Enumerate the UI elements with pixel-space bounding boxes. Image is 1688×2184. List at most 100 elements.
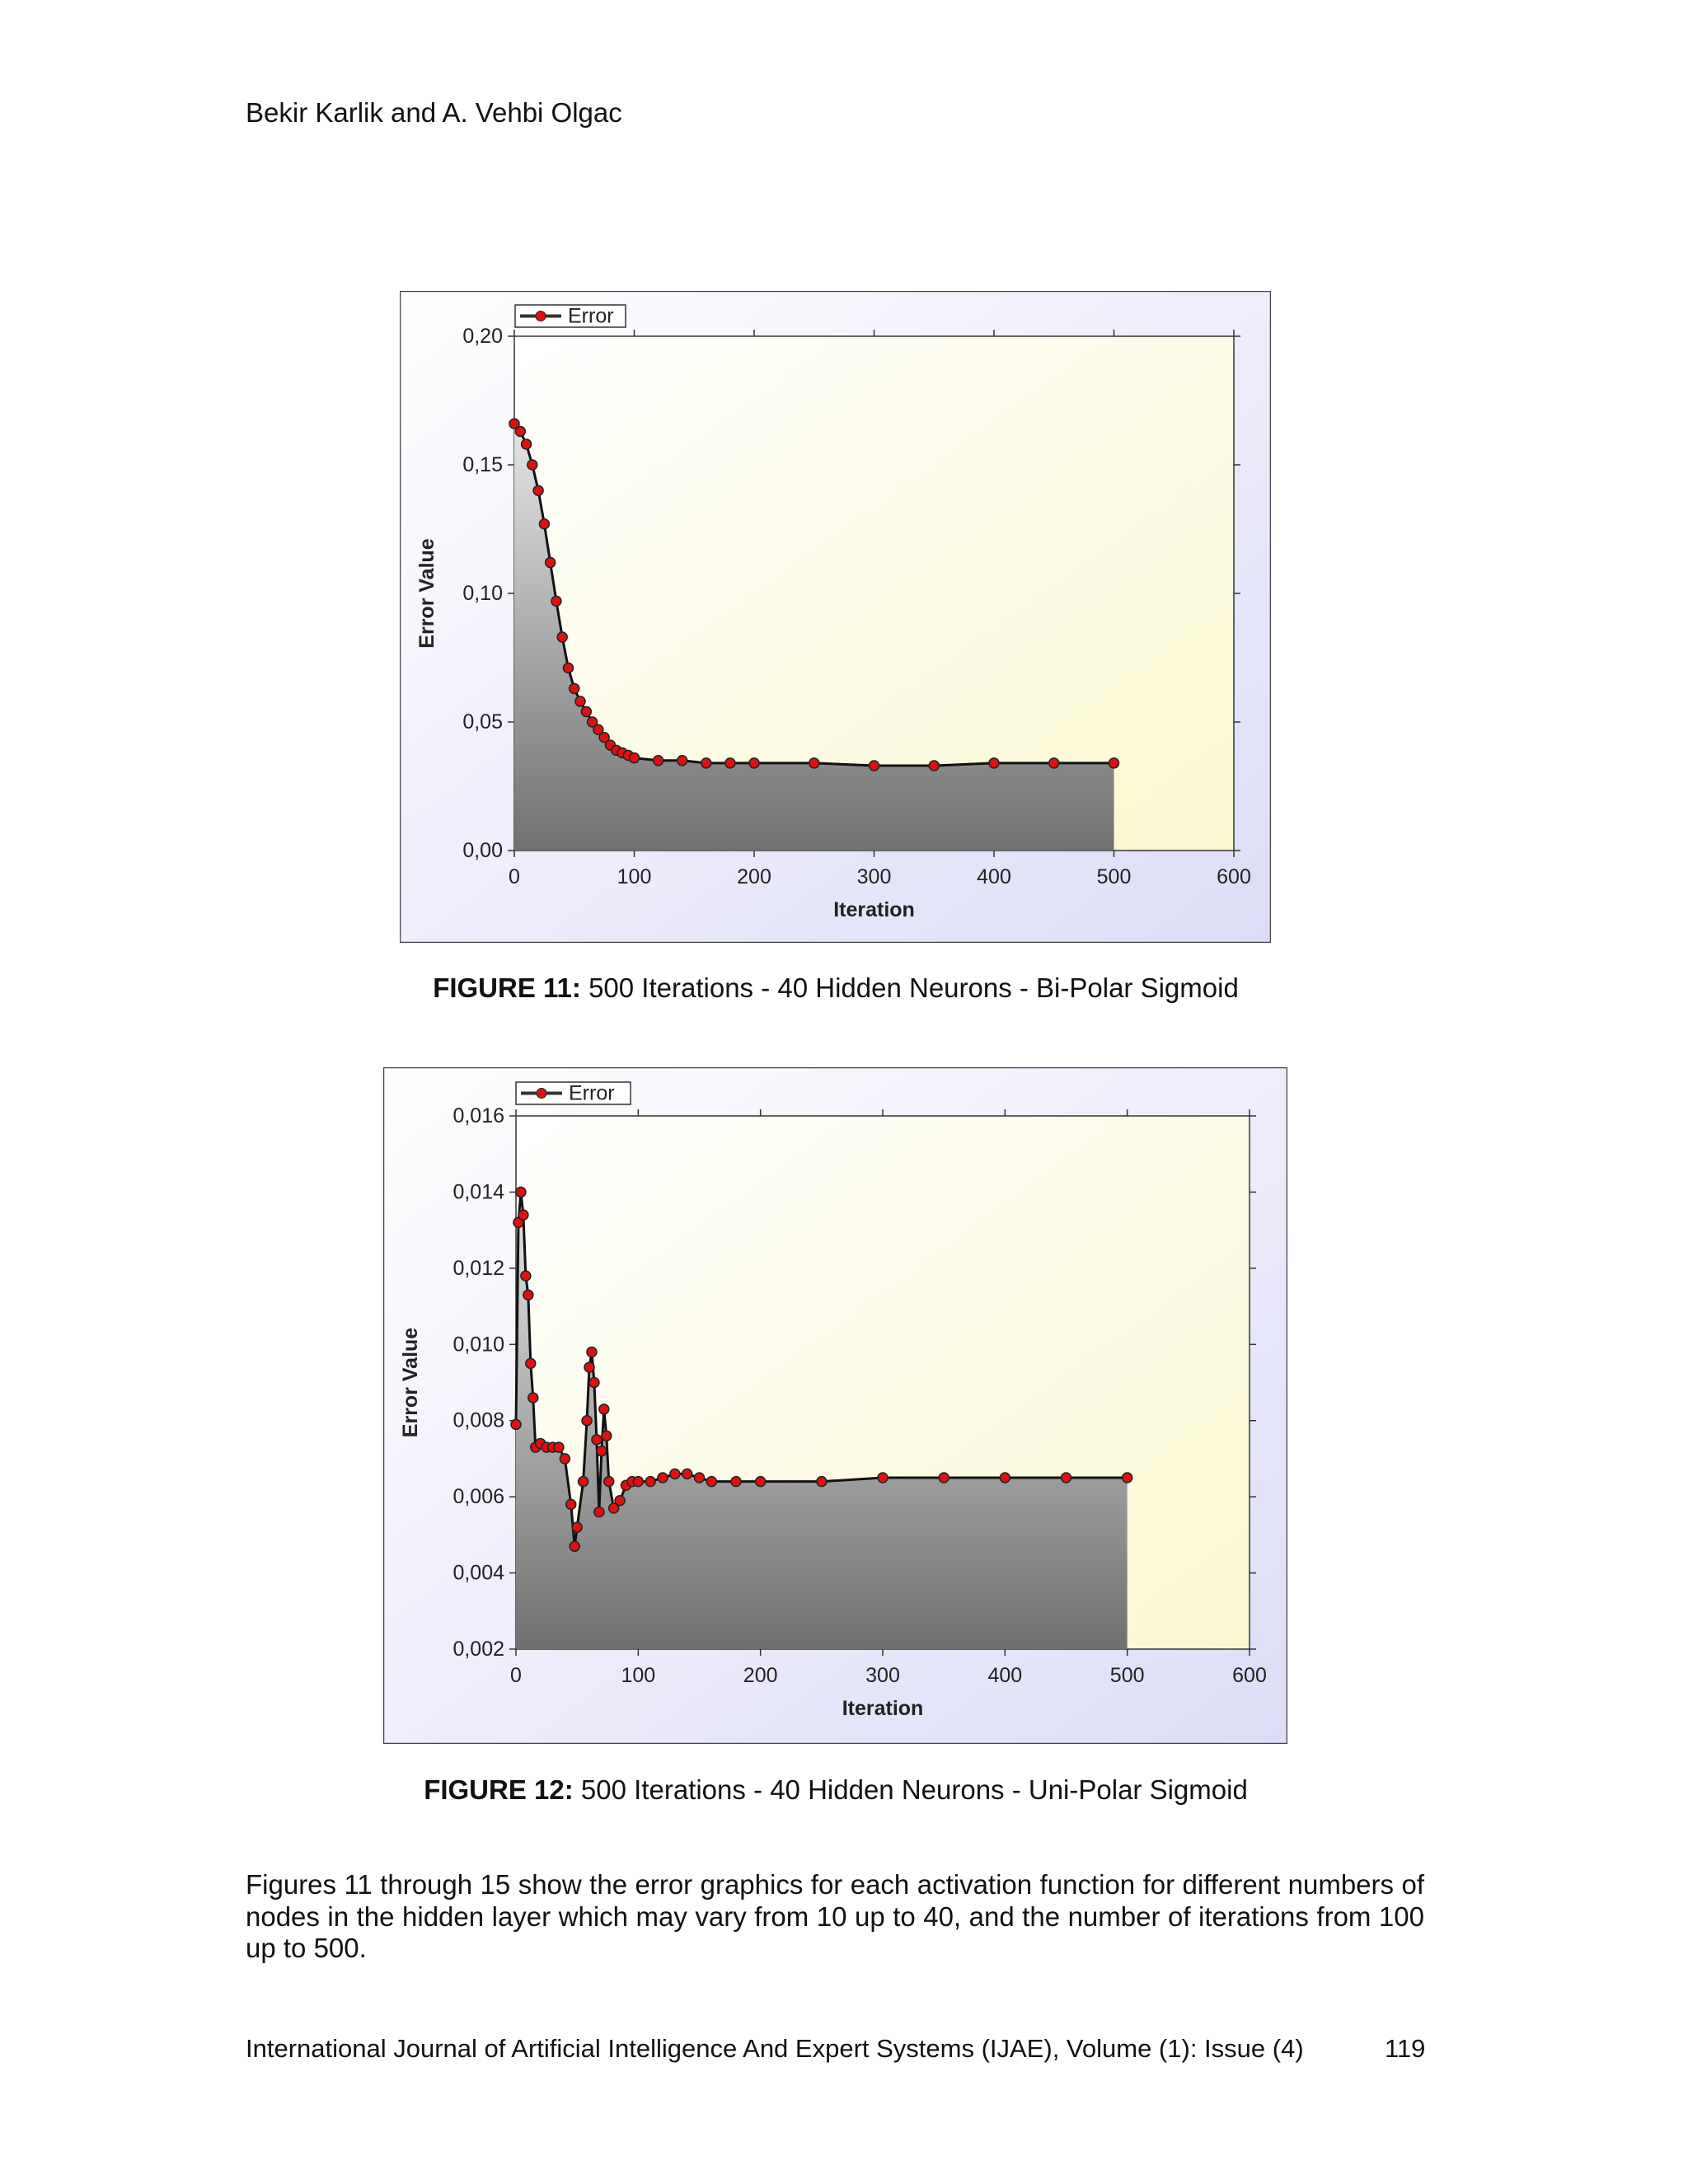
- marker: [706, 1475, 718, 1488]
- marker: [645, 1475, 656, 1488]
- marker: [509, 418, 520, 429]
- marker: [523, 1289, 534, 1301]
- marker: [515, 1186, 527, 1198]
- marker: [562, 662, 574, 674]
- marker: [809, 757, 820, 769]
- marker: [580, 705, 593, 718]
- y-tick-label: 0,010: [452, 1333, 504, 1356]
- marker: [724, 757, 736, 769]
- marker: [553, 1441, 565, 1453]
- x-tick-label: 400: [977, 865, 1011, 888]
- caption-text: 500 Iterations - 40 Hidden Neurons - Bi-…: [588, 972, 1239, 1003]
- x-tick-label: 600: [1217, 865, 1251, 888]
- marker: [601, 1430, 612, 1441]
- y-tick-label: 0,002: [452, 1638, 504, 1661]
- y-axis-title: Error Value: [415, 538, 438, 648]
- marker: [588, 1376, 600, 1389]
- marker: [569, 1540, 580, 1552]
- marker: [593, 724, 604, 736]
- marker: [988, 757, 1000, 769]
- legend-label: Error: [569, 1082, 615, 1105]
- marker: [571, 1521, 583, 1533]
- legend-box: [515, 1081, 631, 1105]
- marker: [586, 1346, 598, 1358]
- marker: [574, 696, 586, 707]
- y-tick-label: 0,20: [462, 325, 503, 348]
- marker: [559, 1453, 571, 1465]
- x-tick-label: 500: [1097, 865, 1132, 888]
- marker: [701, 757, 712, 769]
- marker: [999, 1472, 1011, 1483]
- y-axis-title: Error Value: [399, 1328, 422, 1437]
- page-number: 119: [1385, 2034, 1426, 2063]
- marker: [1060, 1472, 1072, 1483]
- x-tick-label: 100: [617, 865, 652, 888]
- marker: [525, 1357, 537, 1370]
- marker: [569, 682, 580, 695]
- y-tick-label: 0,05: [462, 710, 503, 733]
- marker: [816, 1475, 828, 1488]
- x-tick-label: 300: [857, 865, 892, 888]
- x-axis-title: Iteration: [833, 898, 915, 921]
- marker: [527, 459, 538, 471]
- marker: [676, 755, 688, 766]
- marker: [938, 1472, 950, 1483]
- marker: [730, 1475, 742, 1488]
- marker: [510, 1418, 522, 1431]
- x-axis-title: Iteration: [842, 1697, 924, 1720]
- marker: [581, 1414, 593, 1427]
- marker: [628, 752, 640, 764]
- marker: [669, 1468, 681, 1480]
- marker: [603, 1475, 615, 1488]
- marker: [681, 1468, 693, 1480]
- caption-label: FIGURE 11:: [433, 972, 581, 1003]
- figure-12-chart: 0,002 0,004 0,006 0,008 0,010 0,012 0,014 0,016…: [383, 1067, 1287, 1744]
- y-tick-label: 0,008: [452, 1409, 504, 1432]
- y-tick-label: 0,014: [452, 1180, 504, 1203]
- x-tick-label: 600: [1232, 1664, 1267, 1687]
- marker: [577, 1475, 589, 1488]
- marker: [657, 1472, 668, 1483]
- area: [516, 1192, 1128, 1649]
- marker: [538, 518, 551, 530]
- legend-marker: [535, 311, 546, 321]
- marker: [556, 631, 568, 643]
- marker: [514, 425, 527, 438]
- x-tick-label: 0: [509, 865, 520, 888]
- legend-marker: [536, 1088, 547, 1099]
- marker: [928, 760, 940, 771]
- marker: [520, 438, 532, 450]
- marker: [1108, 757, 1120, 769]
- marker: [593, 1506, 605, 1518]
- marker: [528, 1392, 539, 1404]
- y-tick-label: 0,10: [462, 582, 503, 605]
- y-tick-label: 0,00: [462, 839, 503, 862]
- marker: [544, 556, 556, 569]
- body-paragraph: Figures 11 through 15 show the error gra…: [246, 1869, 1424, 1963]
- x-tick-label: 500: [1110, 1664, 1145, 1687]
- marker: [596, 1445, 607, 1457]
- x-tick-label: 100: [621, 1664, 655, 1687]
- marker: [586, 716, 598, 728]
- marker: [520, 1270, 532, 1282]
- marker: [614, 1495, 626, 1507]
- x-tick-label: 400: [987, 1664, 1022, 1687]
- marker: [584, 1361, 595, 1373]
- marker: [877, 1472, 889, 1483]
- x-tick-label: 0: [510, 1664, 522, 1687]
- footer-journal: International Journal of Artificial Inte…: [246, 2034, 1304, 2063]
- x-tick-label: 200: [743, 1664, 778, 1687]
- x-tick-label: 200: [737, 865, 771, 888]
- marker: [607, 1502, 620, 1514]
- marker: [652, 755, 664, 766]
- marker: [868, 760, 880, 771]
- marker: [551, 595, 562, 607]
- marker: [598, 1404, 610, 1415]
- legend-label: Error: [568, 305, 614, 328]
- marker: [598, 731, 610, 743]
- marker: [1048, 757, 1060, 769]
- caption: FIGURE 11: 500 Iterations - 40 Hidden Ne…: [0, 972, 1672, 1004]
- marker: [565, 1498, 577, 1511]
- x-tick-label: 300: [865, 1664, 900, 1687]
- y-tick-label: 0,006: [452, 1485, 504, 1508]
